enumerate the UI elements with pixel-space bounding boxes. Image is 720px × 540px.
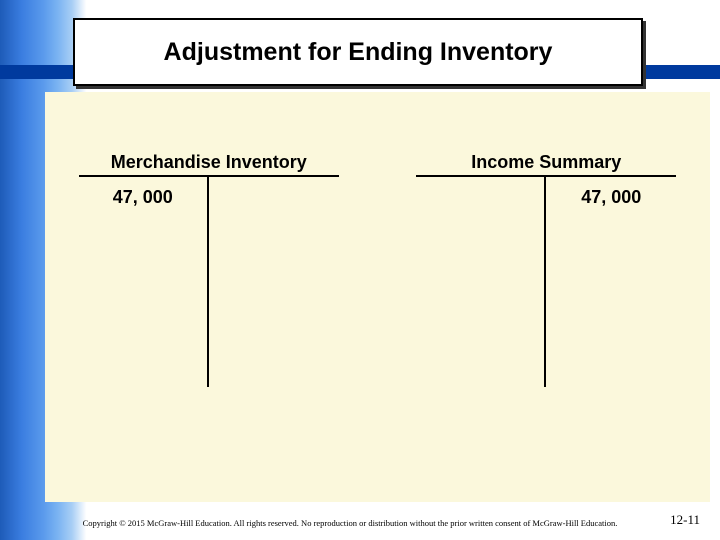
credit-column <box>209 177 339 387</box>
debit-value: 47, 000 <box>113 187 173 207</box>
slide: Adjustment for Ending Inventory Merchand… <box>0 0 720 540</box>
account-body: 47, 000 <box>79 177 339 387</box>
footer: Copyright © 2015 McGraw-Hill Education. … <box>0 512 720 528</box>
t-account-income-summary: Income Summary 47, 000 <box>416 152 676 387</box>
account-body: 47, 000 <box>416 177 676 387</box>
account-title: Income Summary <box>416 152 676 177</box>
t-accounts: Merchandise Inventory 47, 000 Income Sum… <box>55 152 700 387</box>
debit-column: 47, 000 <box>79 177 209 387</box>
content-area: Merchandise Inventory 47, 000 Income Sum… <box>45 92 710 502</box>
title-box: Adjustment for Ending Inventory <box>73 18 643 86</box>
page-number: 12-11 <box>640 512 700 528</box>
t-account-merchandise-inventory: Merchandise Inventory 47, 000 <box>79 152 339 387</box>
account-title: Merchandise Inventory <box>79 152 339 177</box>
credit-column: 47, 000 <box>546 177 676 387</box>
copyright-text: Copyright © 2015 McGraw-Hill Education. … <box>60 518 640 528</box>
slide-title: Adjustment for Ending Inventory <box>164 38 553 67</box>
credit-value: 47, 000 <box>581 187 641 207</box>
debit-column <box>416 177 546 387</box>
